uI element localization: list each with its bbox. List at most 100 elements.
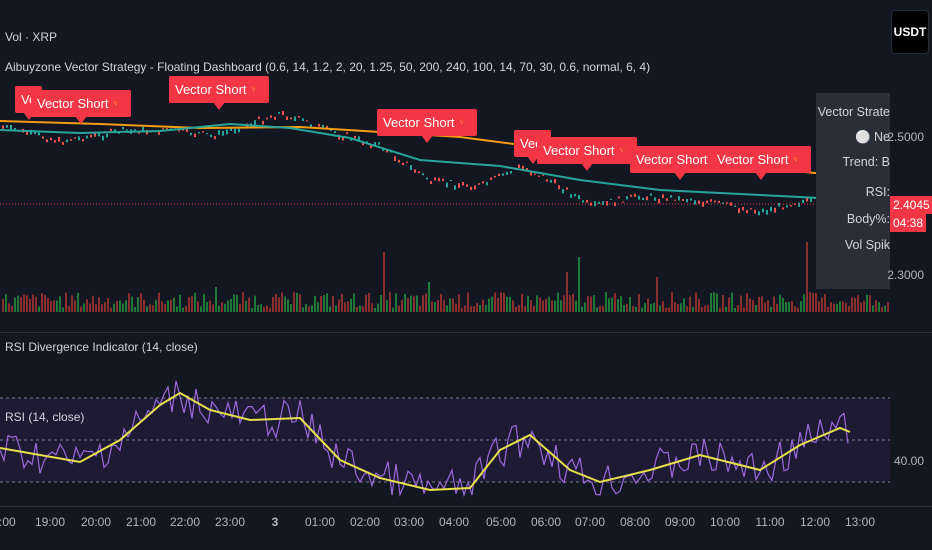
candle <box>622 201 624 203</box>
volume-bar <box>452 298 454 312</box>
candle <box>114 129 116 132</box>
candle <box>266 117 268 120</box>
candle <box>522 165 524 171</box>
candle <box>510 171 512 174</box>
candle <box>458 183 460 188</box>
volume-bar <box>662 301 664 312</box>
volume-bar <box>68 306 70 312</box>
candle <box>470 186 472 191</box>
volume-bar <box>875 300 877 312</box>
candle <box>194 133 196 138</box>
volume-bar <box>143 299 145 312</box>
candle <box>302 118 304 122</box>
volume-bar <box>137 297 139 312</box>
currency-button[interactable]: USDT <box>891 10 929 54</box>
candle <box>706 200 708 204</box>
volume-bar <box>89 303 91 312</box>
volume-bar <box>773 296 775 312</box>
pane-divider[interactable] <box>0 332 932 333</box>
candle <box>322 124 324 129</box>
volume-bar <box>266 305 268 312</box>
volume-bar <box>530 300 532 312</box>
candle <box>498 173 500 176</box>
volume-bar <box>560 300 562 312</box>
volume-bar <box>335 305 337 312</box>
candle <box>450 180 452 182</box>
volume-bar <box>809 292 811 312</box>
volume-bar <box>785 302 787 312</box>
time-axis-label: 06:00 <box>530 515 562 529</box>
candle <box>690 198 692 201</box>
candle <box>158 130 160 135</box>
volume-bar <box>437 299 439 312</box>
volume-bar <box>566 272 568 312</box>
candle <box>750 208 752 210</box>
candle <box>346 132 348 135</box>
volume-bar <box>542 300 544 312</box>
candle <box>410 165 412 170</box>
candle <box>262 120 264 125</box>
volume-bar <box>797 307 799 312</box>
candle <box>162 128 164 130</box>
volume-bar <box>404 293 406 312</box>
candle <box>502 173 504 176</box>
candle <box>542 174 544 176</box>
candle <box>526 167 528 171</box>
volume-bar <box>578 257 580 312</box>
volume-bars <box>2 242 889 312</box>
candle <box>2 125 4 129</box>
price-scale-label: 2.5000 <box>887 130 924 144</box>
vector-short-label: Vector Short🔻 <box>169 76 269 110</box>
volume-bar <box>776 303 778 312</box>
candle <box>286 116 288 121</box>
candle <box>278 111 280 114</box>
volume-bar <box>821 297 823 312</box>
volume-bar <box>761 296 763 312</box>
volume-bar <box>473 306 475 312</box>
current-price-tag: 2.4045 <box>890 196 932 214</box>
volume-bar <box>521 293 523 312</box>
volume-bar <box>284 296 286 312</box>
volume-bar <box>224 303 226 312</box>
candle <box>634 193 636 197</box>
volume-bar <box>713 292 715 312</box>
candle <box>50 137 52 141</box>
candle <box>558 185 560 190</box>
volume-bar <box>449 298 451 312</box>
volume-bar <box>596 307 598 312</box>
volume-bar <box>317 302 319 312</box>
candle <box>566 187 568 190</box>
candle <box>562 189 564 194</box>
candle <box>366 141 368 143</box>
volume-bar <box>59 296 61 312</box>
volume-bar <box>257 304 259 312</box>
volume-bar <box>221 302 223 312</box>
volume-bar <box>707 304 709 312</box>
candle <box>758 211 760 216</box>
volume-bar <box>779 294 781 312</box>
volume-bar <box>170 299 172 312</box>
volume-bar <box>500 292 502 312</box>
volume-bar <box>191 296 193 312</box>
volume-bar <box>233 294 235 312</box>
volume-bar <box>413 296 415 312</box>
volume-bar <box>251 307 253 312</box>
volume-bar <box>635 306 637 312</box>
volume-bar <box>701 307 703 312</box>
volume-bar <box>53 300 55 312</box>
rsi-label: RSI (14, close) <box>5 410 85 424</box>
volume-bar <box>455 303 457 312</box>
strategy-title[interactable]: Aibuyzone Vector Strategy - Floating Das… <box>5 60 651 74</box>
candle <box>494 175 496 178</box>
volume-bar <box>329 306 331 312</box>
volume-bar <box>557 292 559 312</box>
volume-bar <box>722 294 724 312</box>
volume-bar <box>269 307 271 312</box>
volume-bar <box>281 292 283 312</box>
volume-bar <box>767 300 769 312</box>
candle <box>554 179 556 184</box>
time-axis-label: 19:00 <box>34 515 66 529</box>
rsi-indicator-title[interactable]: RSI Divergence Indicator (14, close) <box>5 340 198 354</box>
volume-bar <box>368 292 370 312</box>
